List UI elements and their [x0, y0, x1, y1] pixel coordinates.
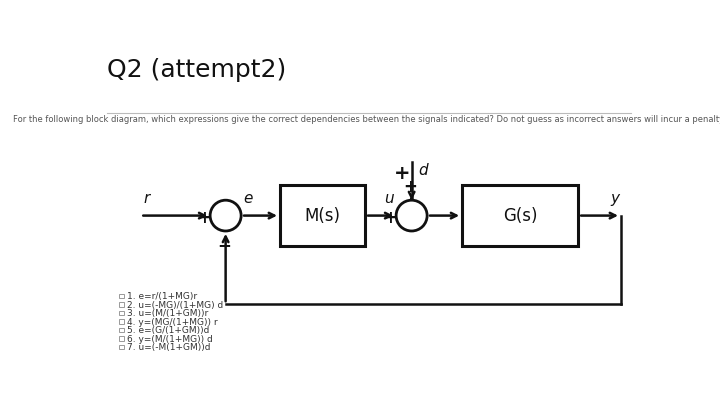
Bar — [120, 319, 124, 324]
Text: 7. u=(-M(1+GM))d: 7. u=(-M(1+GM))d — [127, 343, 211, 352]
Text: 3. u=(M/(1+GM))r: 3. u=(M/(1+GM))r — [127, 309, 209, 318]
Text: 1. e=r/(1+MG)r: 1. e=r/(1+MG)r — [127, 292, 197, 301]
Circle shape — [396, 200, 427, 231]
Text: e: e — [243, 191, 253, 206]
Bar — [120, 294, 124, 299]
Text: +: + — [197, 209, 211, 227]
Text: Q2 (attempt2): Q2 (attempt2) — [107, 58, 287, 82]
Text: G(s): G(s) — [503, 206, 537, 225]
Text: 5. e=(G/(1+GM))d: 5. e=(G/(1+GM))d — [127, 326, 210, 335]
Bar — [120, 336, 124, 341]
Text: −: − — [217, 236, 231, 254]
Bar — [280, 185, 365, 246]
Bar — [120, 311, 124, 315]
Text: 4. y=(MG/(1+MG)) r: 4. y=(MG/(1+MG)) r — [127, 318, 218, 327]
Bar — [120, 344, 124, 349]
Text: +: + — [394, 164, 410, 183]
Text: 6. y=(M/(1+MG)) d: 6. y=(M/(1+MG)) d — [127, 335, 213, 344]
Text: u: u — [384, 191, 394, 206]
Bar — [120, 328, 124, 332]
Text: d: d — [418, 163, 428, 178]
Bar — [120, 302, 124, 307]
Text: For the following block diagram, which expressions give the correct dependencies: For the following block diagram, which e… — [13, 116, 720, 125]
Text: +: + — [403, 178, 417, 196]
Text: y: y — [610, 191, 619, 206]
Circle shape — [210, 200, 241, 231]
Text: 2. u=(-MG)/(1+MG) d: 2. u=(-MG)/(1+MG) d — [127, 301, 223, 310]
Text: M(s): M(s) — [305, 206, 341, 225]
Bar — [462, 185, 578, 246]
Text: r: r — [143, 191, 150, 206]
Text: +: + — [383, 209, 397, 227]
